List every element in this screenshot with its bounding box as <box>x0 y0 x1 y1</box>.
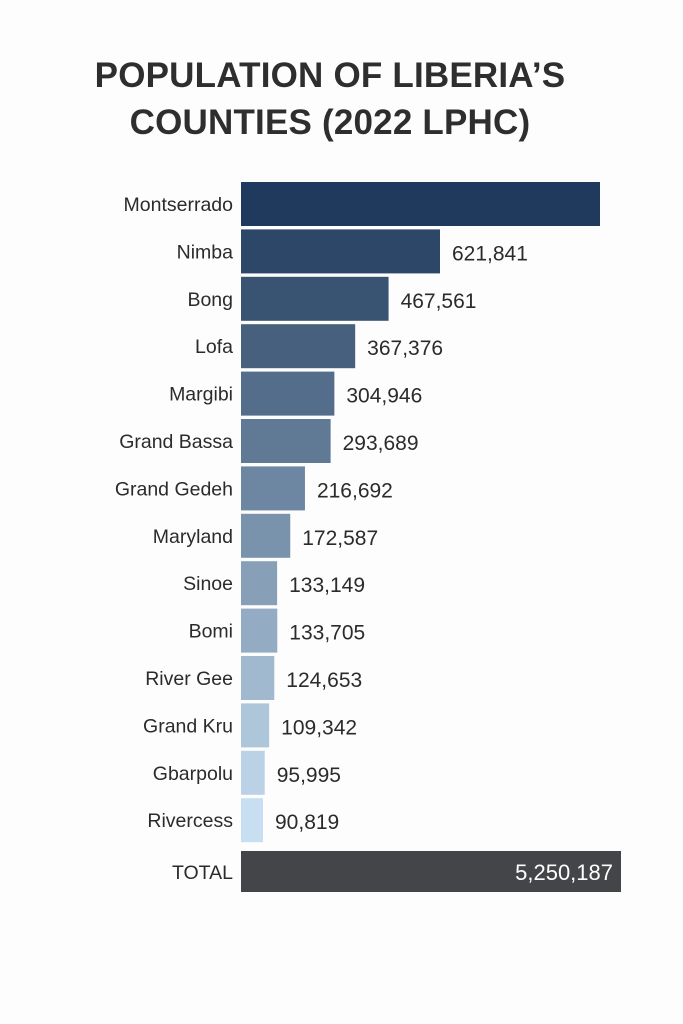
bar <box>241 513 291 558</box>
category-label: Grand Bassa <box>119 431 233 453</box>
data-label: 95,995 <box>277 764 341 787</box>
category-label: Sinoe <box>183 573 233 595</box>
total-value: 5,250,187 <box>515 860 613 885</box>
bar <box>241 798 263 843</box>
category-label: Montserrado <box>124 194 234 216</box>
category-label: River Gee <box>145 668 233 690</box>
bar <box>241 419 331 463</box>
category-label: Margibi <box>169 384 233 406</box>
category-label: Maryland <box>153 526 233 548</box>
category-label: Gbarpolu <box>153 763 233 785</box>
bar <box>241 371 335 416</box>
data-label: 304,946 <box>346 385 422 408</box>
data-label: 133,705 <box>289 622 365 645</box>
chart-title: POPULATION OF LIBERIA’S COUNTIES (2022 L… <box>94 56 566 142</box>
data-label: 124,653 <box>286 669 362 692</box>
total-label: TOTAL <box>172 862 233 884</box>
bar <box>241 608 278 653</box>
data-label: 172,587 <box>302 527 378 550</box>
category-label: Bomi <box>189 621 233 643</box>
category-label: Bong <box>187 289 233 311</box>
data-label: 467,561 <box>401 290 477 313</box>
data-label: 367,376 <box>367 337 443 360</box>
bar <box>241 750 265 795</box>
category-label: Rivercess <box>147 810 233 832</box>
bar <box>241 324 356 369</box>
bar <box>241 276 389 321</box>
category-label: Grand Kru <box>143 715 233 737</box>
bar <box>241 229 440 274</box>
data-label: 216,692 <box>317 479 393 502</box>
data-label: 133,149 <box>289 574 365 597</box>
data-label: 621,841 <box>452 242 528 265</box>
category-label: Grand Gedeh <box>115 478 233 500</box>
bar <box>241 182 600 226</box>
bar <box>241 466 305 511</box>
category-label: Nimba <box>177 241 234 263</box>
bar <box>241 703 270 748</box>
category-label: Lofa <box>195 336 233 358</box>
data-label: 109,342 <box>281 716 357 739</box>
bar <box>241 561 278 606</box>
data-label: 90,819 <box>275 811 339 834</box>
data-label: 293,689 <box>343 432 419 455</box>
total-bar <box>241 851 621 892</box>
bar <box>241 656 275 700</box>
